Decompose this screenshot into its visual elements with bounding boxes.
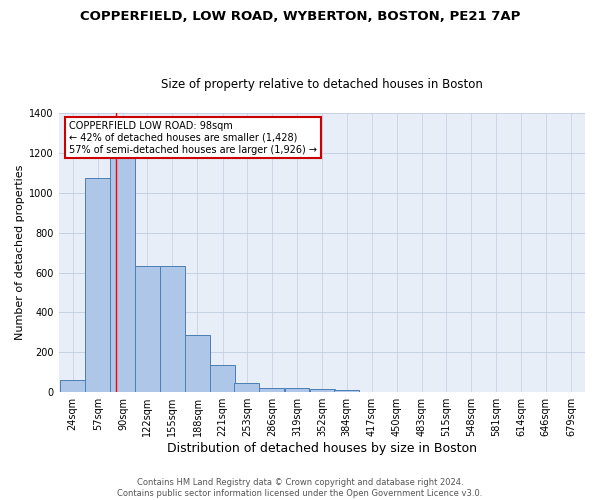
Bar bbox=[284, 388, 310, 392]
Title: Size of property relative to detached houses in Boston: Size of property relative to detached ho… bbox=[161, 78, 483, 91]
Text: COPPERFIELD LOW ROAD: 98sqm
← 42% of detached houses are smaller (1,428)
57% of : COPPERFIELD LOW ROAD: 98sqm ← 42% of det… bbox=[69, 122, 317, 154]
Bar bbox=[334, 390, 359, 392]
Bar bbox=[185, 336, 210, 392]
Bar bbox=[259, 388, 284, 392]
Bar bbox=[110, 133, 135, 392]
Bar bbox=[85, 178, 110, 392]
Text: Contains HM Land Registry data © Crown copyright and database right 2024.
Contai: Contains HM Land Registry data © Crown c… bbox=[118, 478, 482, 498]
Text: COPPERFIELD, LOW ROAD, WYBERTON, BOSTON, PE21 7AP: COPPERFIELD, LOW ROAD, WYBERTON, BOSTON,… bbox=[80, 10, 520, 23]
Bar bbox=[310, 389, 335, 392]
Bar bbox=[210, 366, 235, 392]
Bar bbox=[60, 380, 85, 392]
Y-axis label: Number of detached properties: Number of detached properties bbox=[15, 165, 25, 340]
Bar bbox=[160, 266, 185, 392]
X-axis label: Distribution of detached houses by size in Boston: Distribution of detached houses by size … bbox=[167, 442, 477, 455]
Bar bbox=[135, 266, 160, 392]
Bar bbox=[235, 383, 259, 392]
